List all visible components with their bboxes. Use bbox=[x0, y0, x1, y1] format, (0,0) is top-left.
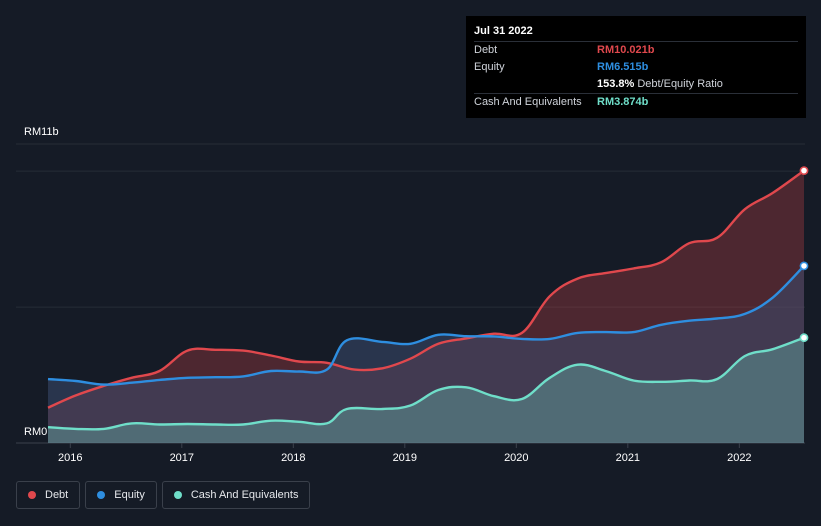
x-tick-label: 2018 bbox=[281, 452, 305, 464]
x-tick-label: 2020 bbox=[504, 452, 528, 464]
y-axis-top-label: RM11b bbox=[24, 126, 59, 138]
legend-label-debt: Debt bbox=[45, 489, 69, 501]
y-axis-bottom-label: RM0 bbox=[24, 426, 47, 438]
tooltip-row-debt: Debt RM10.021b bbox=[474, 41, 798, 59]
tooltip-equity-label: Equity bbox=[474, 61, 505, 73]
legend-label-cash: Cash And Equivalents bbox=[190, 489, 299, 501]
tooltip-ratio-value: 153.8% bbox=[597, 78, 635, 90]
tooltip-date: Jul 31 2022 bbox=[474, 25, 533, 37]
legend-dot-cash-icon bbox=[173, 491, 182, 499]
chart-lines bbox=[47, 169, 805, 431]
chart-end-markers bbox=[799, 166, 809, 343]
x-tick-label: 2021 bbox=[616, 452, 640, 464]
cash-area bbox=[48, 337, 804, 443]
cash-end-marker bbox=[799, 333, 809, 343]
tooltip-row-equity: Equity RM6.515b bbox=[474, 59, 798, 76]
legend-item-debt[interactable]: Debt bbox=[16, 481, 81, 509]
legend-item-cash[interactable]: Cash And Equivalents bbox=[161, 481, 311, 509]
data-tooltip: Jul 31 2022 Debt RM10.021b Equity RM6.51… bbox=[466, 16, 806, 118]
tooltip-cash-value: RM3.874b bbox=[597, 96, 649, 108]
chart-legend: Debt Equity Cash And Equivalents bbox=[16, 481, 311, 509]
tooltip-equity-value: RM6.515b bbox=[597, 61, 649, 73]
tooltip-cash-label: Cash And Equivalents bbox=[474, 96, 582, 108]
debt-line bbox=[47, 169, 805, 409]
x-tick-label: 2022 bbox=[727, 452, 751, 464]
legend-label-equity: Equity bbox=[114, 489, 145, 501]
legend-dot-equity-icon bbox=[97, 491, 106, 499]
debt-end-marker bbox=[799, 166, 809, 176]
equity-end-marker bbox=[799, 261, 809, 271]
legend-item-equity[interactable]: Equity bbox=[85, 481, 157, 509]
equity-line bbox=[47, 265, 805, 386]
tooltip-ratio-label: Debt/Equity Ratio bbox=[637, 78, 723, 90]
tooltip-debt-value: RM10.021b bbox=[597, 44, 655, 56]
x-axis-ticks: 2016 2017 2018 2019 2020 2021 2022 bbox=[58, 443, 752, 464]
tooltip-ratio-spacer bbox=[474, 76, 597, 93]
legend-dot-debt-icon bbox=[28, 491, 36, 499]
tooltip-row-cash: Cash And Equivalents RM3.874b bbox=[474, 93, 798, 111]
x-tick-label: 2016 bbox=[58, 452, 82, 464]
equity-area bbox=[48, 265, 804, 443]
tooltip-row-ratio: 153.8% Debt/Equity Ratio bbox=[474, 76, 798, 93]
tooltip-debt-label: Debt bbox=[474, 44, 498, 56]
cash-line bbox=[47, 336, 805, 431]
x-tick-label: 2019 bbox=[393, 452, 417, 464]
x-tick-label: 2017 bbox=[170, 452, 194, 464]
